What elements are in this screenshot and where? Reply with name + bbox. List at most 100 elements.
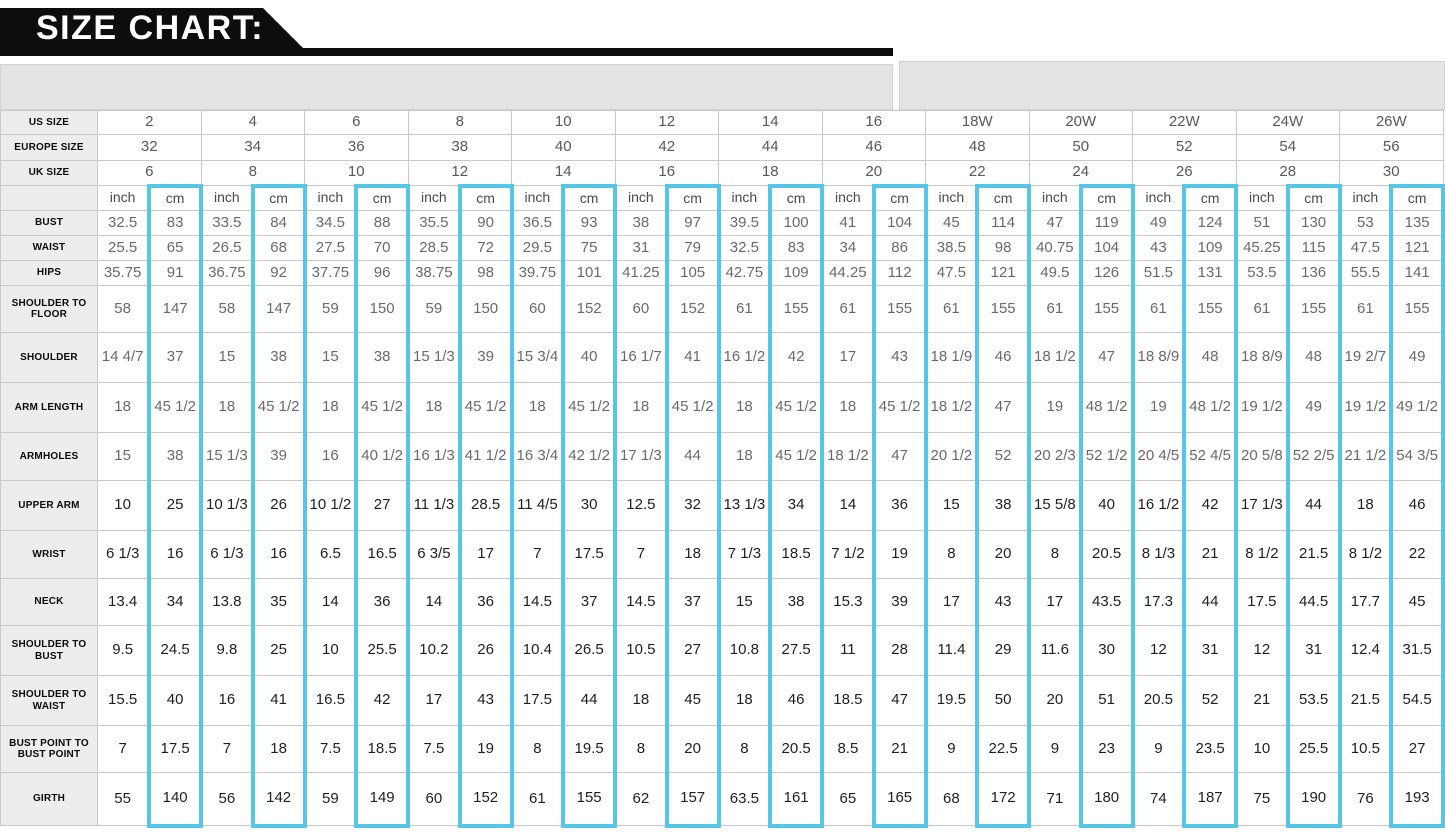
value-cm-cell: 18.5 [354, 725, 410, 773]
size-header-cell: 28 [1235, 160, 1340, 186]
value-cm-cell: 45 1/2 [147, 382, 203, 433]
value-inch-cell: 18 8/9 [1235, 332, 1289, 383]
value-cm-cell: 50 [975, 675, 1031, 726]
value-inch-cell: 6 1/3 [200, 530, 254, 579]
unit-inch-cell: inch [718, 185, 771, 211]
value-cm-cell: 17 [457, 530, 514, 579]
row-label: SHOULDER TO FLOOR [0, 285, 98, 333]
value-inch-cell: 25.5 [97, 235, 150, 261]
value-cm-cell: 142 [250, 772, 307, 828]
value-cm-cell: 16.5 [354, 530, 410, 579]
row-label: ARM LENGTH [0, 382, 98, 433]
top-strip-right [899, 61, 1445, 110]
value-cm-cell: 41 [250, 675, 307, 726]
value-inch-cell: 15 5/8 [1028, 480, 1082, 531]
value-inch-cell: 60 [407, 772, 461, 826]
size-header-cell: 10 [304, 160, 409, 186]
size-header-cell: 6 [97, 160, 202, 186]
size-header-cell: 8 [200, 160, 305, 186]
value-inch-cell: 16 3/4 [511, 432, 564, 481]
value-cm-cell: 52 1/2 [1078, 432, 1135, 481]
value-inch-cell: 14.5 [511, 578, 564, 626]
value-cm-cell: 23.5 [1182, 725, 1238, 773]
value-cm-cell: 25 [147, 480, 203, 531]
value-inch-cell: 18 [200, 382, 254, 433]
value-inch-cell: 18 [407, 382, 461, 433]
value-cm-cell: 39 [457, 332, 514, 383]
value-inch-cell: 20 2/3 [1028, 432, 1082, 481]
value-cm-cell: 44 [664, 432, 721, 481]
row-label: EUROPE SIZE [0, 134, 98, 161]
value-inch-cell: 38.75 [407, 260, 461, 286]
value-cm-cell: 37 [664, 578, 721, 626]
row-label: UPPER ARM [0, 480, 98, 531]
value-inch-cell: 18 [511, 382, 564, 433]
unit-inch-cell: inch [821, 185, 875, 211]
value-cm-cell: 47 [871, 432, 928, 481]
value-cm-cell: 46 [975, 332, 1031, 383]
value-cm-cell: 155 [975, 285, 1031, 333]
value-cm-cell: 45 1/2 [768, 432, 824, 481]
value-inch-cell: 55 [97, 772, 150, 826]
value-cm-cell: 26 [250, 480, 307, 531]
value-cm-cell: 43 [871, 332, 928, 383]
size-header-cell: 20W [1028, 110, 1133, 135]
value-cm-cell: 27 [1389, 725, 1445, 773]
value-inch-cell: 13.4 [97, 578, 150, 626]
value-cm-cell: 28.5 [457, 480, 514, 531]
size-header-cell: 24W [1235, 110, 1340, 135]
value-cm-cell: 119 [1078, 210, 1135, 236]
value-inch-cell: 16 1/2 [1132, 480, 1185, 531]
table-row: UPPER ARM 10 25 10 1/3 26 10 1/2 27 11 1/3 28.5 1… [0, 480, 1445, 531]
value-inch-cell: 19 [1132, 382, 1185, 433]
value-inch-cell: 60 [614, 285, 668, 333]
value-inch-cell: 58 [97, 285, 150, 333]
value-cm-cell: 16 [147, 530, 203, 579]
value-cm-cell: 42 1/2 [561, 432, 617, 481]
value-inch-cell: 40.75 [1028, 235, 1082, 261]
value-cm-cell: 147 [147, 285, 203, 333]
value-cm-cell: 45 1/2 [250, 382, 307, 433]
value-inch-cell: 20 5/8 [1235, 432, 1289, 481]
value-inch-cell: 10 [97, 480, 150, 531]
value-inch-cell: 61 [1339, 285, 1392, 333]
value-inch-cell: 7.5 [407, 725, 461, 773]
value-cm-cell: 26 [457, 625, 514, 676]
value-cm-cell: 43.5 [1078, 578, 1135, 626]
value-cm-cell: 155 [768, 285, 824, 333]
table-row: BUST POINT TO BUST POINT 7 17.5 7 18 7.5 18.5 7… [0, 725, 1445, 773]
size-header-cell: 56 [1339, 134, 1444, 161]
value-inch-cell: 20 1/2 [925, 432, 978, 481]
unit-inch-cell: inch [200, 185, 254, 211]
value-inch-cell: 36.5 [511, 210, 564, 236]
value-inch-cell: 61 [718, 285, 771, 333]
value-inch-cell: 49 [1132, 210, 1185, 236]
value-inch-cell: 19 1/2 [1235, 382, 1289, 433]
value-cm-cell: 68 [250, 235, 307, 261]
value-cm-cell: 157 [664, 772, 721, 828]
value-cm-cell: 52 2/5 [1285, 432, 1342, 481]
value-inch-cell: 61 [925, 285, 978, 333]
value-cm-cell: 34 [768, 480, 824, 531]
value-inch-cell: 74 [1132, 772, 1185, 826]
value-cm-cell: 121 [975, 260, 1031, 286]
value-inch-cell: 61 [821, 285, 875, 333]
value-cm-cell: 48 1/2 [1078, 382, 1135, 433]
value-cm-cell: 42 [768, 332, 824, 383]
value-cm-cell: 45 1/2 [664, 382, 721, 433]
value-inch-cell: 10.5 [614, 625, 668, 676]
value-cm-cell: 52 4/5 [1182, 432, 1238, 481]
unit-inch-cell: inch [925, 185, 978, 211]
value-inch-cell: 18 1/2 [1028, 332, 1082, 383]
unit-cm-cell: cm [250, 183, 307, 211]
value-cm-cell: 105 [664, 260, 721, 286]
value-inch-cell: 15 3/4 [511, 332, 564, 383]
value-cm-cell: 26.5 [561, 625, 617, 676]
value-cm-cell: 121 [1389, 235, 1445, 261]
row-label: WAIST [0, 235, 98, 261]
value-inch-cell: 8.5 [821, 725, 875, 773]
value-inch-cell: 10 1/3 [200, 480, 254, 531]
value-inch-cell: 16 [200, 675, 254, 726]
value-inch-cell: 15 [304, 332, 357, 383]
value-cm-cell: 42 [1182, 480, 1238, 531]
